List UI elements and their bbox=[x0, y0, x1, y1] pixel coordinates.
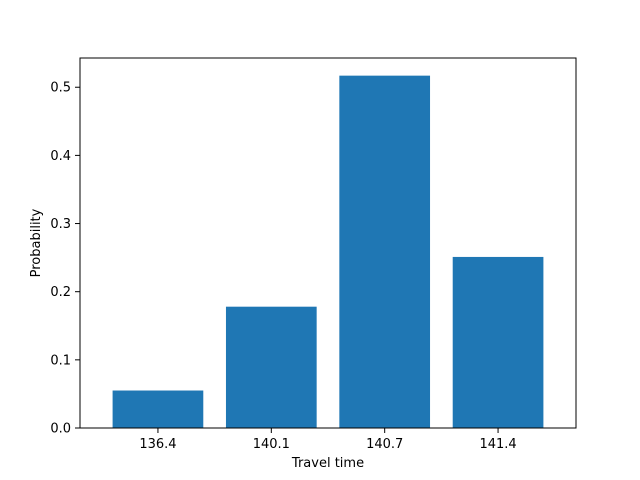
plot-area-frame bbox=[79, 57, 577, 429]
y-tick-label: 0.0 bbox=[50, 422, 71, 437]
bar-136.4 bbox=[112, 390, 204, 428]
y-tick-label: 0.2 bbox=[50, 285, 71, 300]
y-axis-label: Probability bbox=[29, 208, 44, 277]
x-axis-label: Travel time bbox=[291, 456, 364, 471]
bar-140.1 bbox=[225, 306, 317, 428]
x-tick-label: 140.7 bbox=[366, 437, 403, 452]
y-tick-label: 0.3 bbox=[50, 217, 71, 232]
bar-141.4 bbox=[452, 256, 544, 428]
x-axis: 136.4 140.1 140.7 141.4 bbox=[139, 428, 517, 452]
y-tick-label: 0.1 bbox=[50, 353, 71, 368]
y-axis: 0.0 0.1 0.2 0.3 0.4 0.5 bbox=[50, 81, 80, 437]
x-tick-label: 141.4 bbox=[479, 437, 516, 452]
x-tick-label: 136.4 bbox=[139, 437, 176, 452]
x-tick-label: 140.1 bbox=[253, 437, 290, 452]
y-tick-label: 0.5 bbox=[50, 81, 71, 96]
bars-group bbox=[112, 75, 544, 429]
y-tick-label: 0.4 bbox=[50, 149, 71, 164]
bar-140.7 bbox=[339, 75, 431, 429]
